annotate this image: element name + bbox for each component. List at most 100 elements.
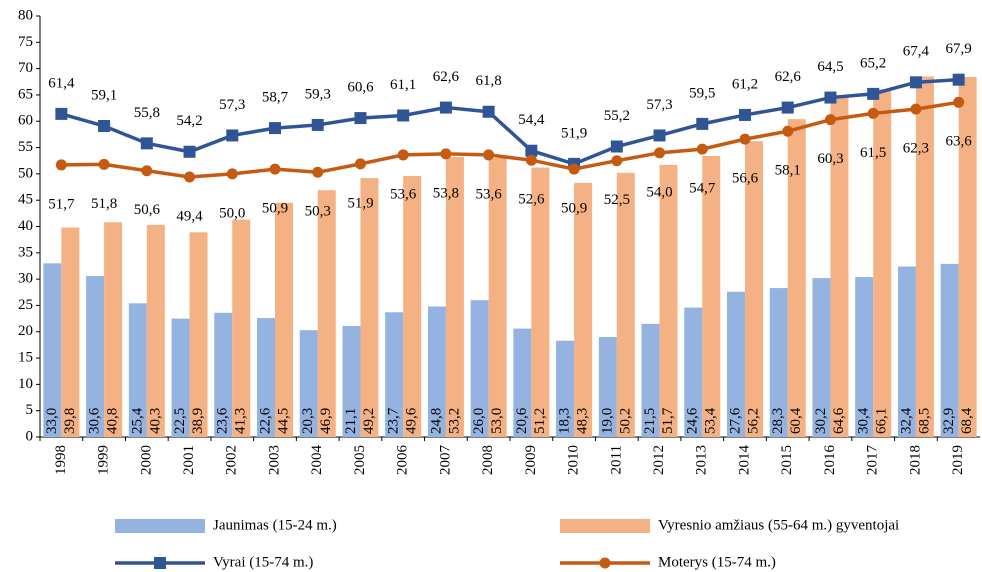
x-tick-label: 2005 — [352, 445, 368, 475]
line-value-label: 61,4 — [48, 75, 75, 91]
line-value-label: 52,5 — [604, 192, 630, 208]
bar — [275, 202, 293, 437]
bar-value-label: 30,4 — [856, 407, 872, 434]
marker — [269, 122, 281, 135]
marker — [55, 159, 67, 171]
y-tick-label: 75 — [18, 34, 33, 50]
marker — [525, 154, 537, 166]
line-value-label: 51,8 — [91, 196, 117, 212]
line-value-label: 62,3 — [903, 141, 929, 157]
bar — [146, 224, 165, 437]
line-value-label: 57,3 — [646, 97, 672, 113]
bar-value-label: 39,8 — [62, 408, 78, 434]
line-value-label: 61,5 — [860, 145, 886, 161]
y-tick-label: 65 — [18, 86, 33, 102]
bar — [317, 190, 336, 437]
legend-label: Jaunimas (15-24 m.) — [213, 517, 337, 533]
bar-value-label: 22,6 — [257, 407, 273, 434]
y-tick-label: 45 — [18, 192, 33, 208]
marker — [696, 117, 709, 130]
line-value-label: 54,2 — [176, 113, 202, 129]
marker — [141, 165, 153, 177]
marker — [183, 145, 196, 158]
line-value-label: 56,6 — [732, 171, 759, 187]
line-value-label: 53,6 — [390, 186, 417, 202]
x-tick-label: 2002 — [224, 445, 240, 475]
bar — [598, 337, 617, 437]
y-tick-label: 0 — [26, 428, 34, 444]
bar — [531, 167, 550, 437]
x-tick-label: 2008 — [480, 445, 496, 475]
x-tick-label: 2009 — [523, 445, 539, 475]
bar — [513, 328, 532, 437]
bar-value-label: 25,4 — [129, 407, 145, 434]
marker — [483, 149, 495, 161]
bar — [299, 330, 318, 437]
x-tick-label: 2006 — [395, 445, 411, 476]
line-value-label: 58,1 — [775, 163, 801, 179]
y-tick-label: 70 — [18, 60, 33, 76]
bar-value-label: 28,3 — [770, 408, 786, 434]
marker — [312, 166, 324, 178]
bar — [445, 157, 464, 437]
bar — [104, 222, 123, 437]
marker — [98, 158, 110, 170]
bar-value-label: 24,8 — [428, 408, 444, 434]
marker — [739, 133, 751, 145]
x-tick-label: 2019 — [950, 445, 966, 475]
legend-marker — [154, 557, 166, 569]
line-value-label: 53,8 — [433, 185, 459, 201]
marker — [824, 114, 836, 126]
line-value-label: 67,4 — [903, 44, 930, 60]
line-value-label: 50,6 — [134, 202, 161, 218]
bar — [855, 277, 874, 437]
legend-label: Vyresnio amžiaus (55-64 m.) gyventojai — [658, 517, 899, 533]
marker — [439, 101, 452, 114]
bar-value-label: 50,2 — [617, 408, 633, 434]
line-value-label: 50,9 — [561, 201, 587, 217]
y-tick-label: 55 — [18, 139, 33, 155]
y-tick-label: 30 — [18, 271, 33, 287]
bar — [403, 175, 422, 438]
line-value-label: 60,3 — [817, 151, 843, 167]
line-value-label: 55,8 — [134, 105, 160, 121]
marker — [910, 103, 922, 115]
marker — [397, 109, 410, 122]
marker — [525, 144, 538, 157]
bar-value-label: 21,1 — [343, 408, 359, 434]
line-value-label: 61,8 — [476, 73, 502, 89]
x-tick-label: 2003 — [266, 445, 282, 475]
line-value-label: 51,9 — [561, 125, 587, 141]
bar — [574, 182, 593, 437]
bar — [812, 278, 831, 437]
line-value-label: 53,6 — [476, 186, 503, 202]
legend-label: Moterys (15-74 m.) — [658, 554, 776, 570]
bar-value-label: 68,5 — [916, 408, 932, 434]
line-value-label: 60,6 — [347, 80, 374, 96]
bar-value-label: 56,2 — [745, 408, 761, 434]
bar-value-label: 40,3 — [147, 408, 163, 434]
y-tick-label: 80 — [18, 7, 33, 23]
bar — [61, 227, 80, 437]
x-tick-label: 1998 — [53, 445, 69, 475]
bar-value-label: 51,2 — [532, 408, 548, 434]
marker — [653, 129, 666, 142]
bar-value-label: 30,2 — [813, 408, 829, 434]
marker — [440, 148, 452, 160]
x-tick-label: 2018 — [907, 445, 923, 475]
marker — [354, 112, 367, 125]
bar-value-label: 40,8 — [105, 408, 121, 434]
marker — [696, 143, 708, 155]
line-value-label: 59,3 — [305, 86, 331, 102]
line-value-label: 54,4 — [518, 112, 545, 128]
line-value-label: 54,7 — [689, 181, 716, 197]
marker — [482, 105, 495, 118]
bar — [556, 340, 575, 437]
legend-swatch — [115, 519, 205, 533]
marker — [397, 149, 409, 161]
line-value-label: 49,4 — [176, 208, 203, 224]
line — [60, 77, 959, 166]
line-value-label: 52,6 — [518, 192, 545, 208]
bar — [214, 312, 233, 437]
y-tick-label: 10 — [18, 376, 33, 392]
